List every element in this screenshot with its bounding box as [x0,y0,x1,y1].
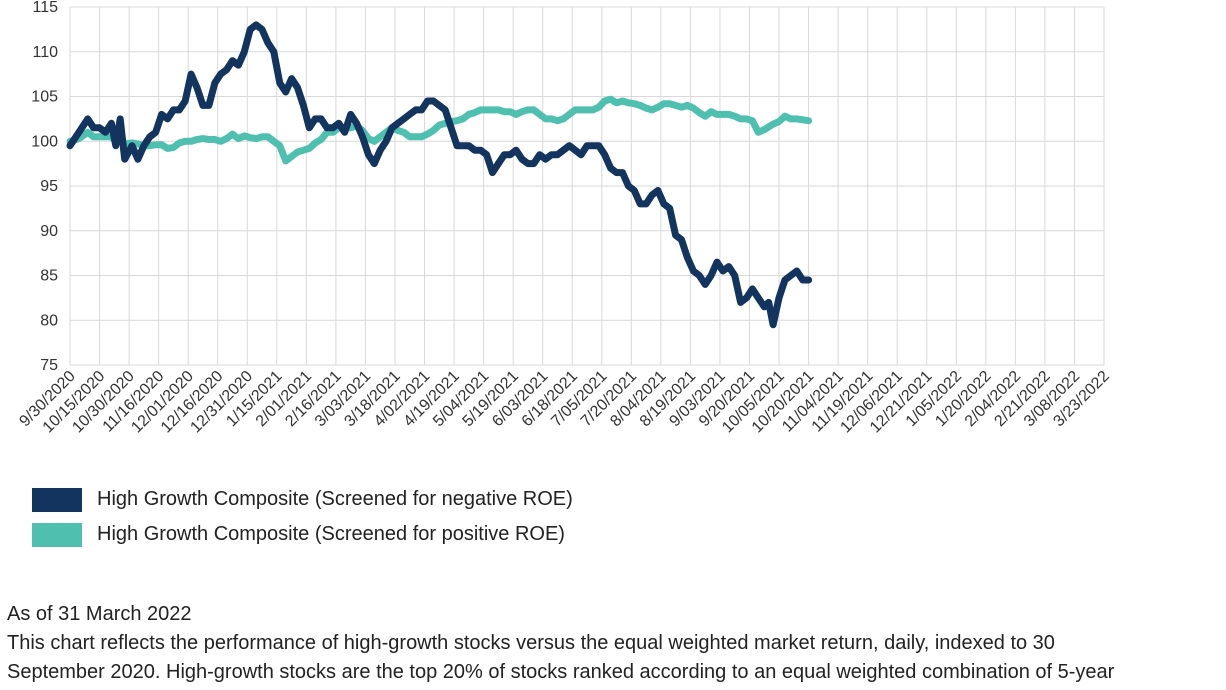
chart-grid [69,6,1105,366]
y-tick-label: 110 [32,44,58,61]
legend-swatch-positive-roe [32,522,82,547]
chart-series [66,21,813,329]
legend-item-negative-roe: High Growth Composite (Screened for nega… [32,482,573,517]
chart-legend: High Growth Composite (Screened for nega… [32,482,573,552]
y-tick-label: 115 [32,0,58,16]
as-of-date: As of 31 March 2022 [7,603,192,625]
legend-item-positive-roe: High Growth Composite (Screened for posi… [32,517,573,552]
chart-notes: As of 31 March 2022 This chart reflects … [7,600,1226,687]
x-axis: 9/30/202010/15/202010/30/202011/16/20201… [16,368,1112,437]
y-tick-label: 80 [40,312,58,329]
chart-description-line-2: September 2020. High-growth stocks are t… [7,661,1115,683]
series-line-negative-roe [66,21,813,329]
y-tick-label: 75 [40,357,58,374]
y-tick-label: 85 [40,268,58,285]
series-line-positive-roe [66,95,813,165]
y-tick-label: 90 [40,223,58,240]
chart-description-line-1: This chart reflects the performance of h… [7,632,1055,654]
y-tick-label: 105 [31,89,58,106]
legend-swatch-negative-roe [32,487,82,512]
legend-label-negative-roe: High Growth Composite (Screened for nega… [97,488,573,510]
legend-label-positive-roe: High Growth Composite (Screened for posi… [97,523,565,545]
line-chart: 75 80 85 90 95 100 105 110 115 9/30/202010/15/20… [16,0,1112,437]
y-tick-label: 100 [31,133,58,150]
y-tick-label: 95 [40,178,58,195]
y-axis: 75 80 85 90 95 100 105 110 115 [31,0,58,374]
